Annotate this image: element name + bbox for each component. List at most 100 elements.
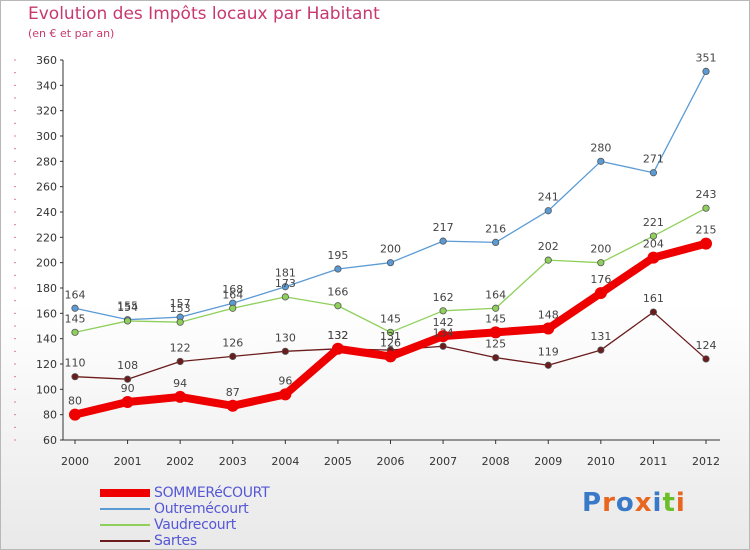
data-point-2 bbox=[439, 307, 447, 315]
data-label-2: 202 bbox=[538, 240, 559, 253]
x-tick-label: 2005 bbox=[324, 455, 352, 468]
data-point-0 bbox=[542, 322, 555, 335]
data-label-0: 94 bbox=[173, 377, 187, 390]
logo-letter: x bbox=[634, 488, 653, 518]
legend-item-sartes: Sartes bbox=[100, 533, 269, 549]
data-point-2 bbox=[281, 293, 289, 301]
data-point-2 bbox=[702, 204, 710, 212]
data-label-2: 153 bbox=[170, 302, 191, 315]
data-label-0: 142 bbox=[433, 316, 454, 329]
data-label-1: 195 bbox=[327, 249, 348, 262]
x-tick-label: 2011 bbox=[639, 455, 667, 468]
y-tick-label: 240 bbox=[36, 206, 57, 219]
y-tick-label: 360 bbox=[36, 54, 57, 67]
legend-item-outremecourt: Outremécourt bbox=[100, 501, 269, 517]
y-tick-label: 300 bbox=[36, 130, 57, 143]
x-tick-label: 2001 bbox=[114, 455, 142, 468]
data-label-0: 132 bbox=[327, 329, 348, 342]
legend-label-outremecourt: Outremécourt bbox=[154, 501, 249, 517]
y-tick-label: 260 bbox=[36, 181, 57, 194]
data-label-1: 168 bbox=[222, 283, 243, 296]
data-label-1: 351 bbox=[696, 51, 717, 64]
data-point-0 bbox=[700, 237, 712, 250]
legend-item-vaudrecourt: Vaudrecourt bbox=[100, 517, 269, 533]
y-tick-label: 220 bbox=[36, 231, 57, 244]
data-label-0: 87 bbox=[226, 386, 240, 399]
data-label-2: 164 bbox=[222, 288, 243, 301]
data-label-3: 161 bbox=[643, 292, 664, 305]
data-label-2: 166 bbox=[327, 286, 348, 299]
data-label-3: 131 bbox=[590, 330, 611, 343]
data-point-2 bbox=[649, 232, 658, 240]
y-tick-label: 200 bbox=[36, 257, 57, 270]
data-point-3 bbox=[229, 352, 237, 360]
data-label-2: 200 bbox=[590, 243, 611, 256]
data-label-3: 125 bbox=[485, 338, 506, 351]
logo-letter: i bbox=[652, 488, 663, 518]
data-label-2: 221 bbox=[643, 216, 664, 229]
data-label-0: 204 bbox=[643, 238, 664, 251]
data-label-1: 271 bbox=[643, 153, 664, 166]
y-tick-label: 120 bbox=[36, 358, 57, 371]
chart-subtitle: (en € et par an) bbox=[28, 27, 115, 40]
data-point-1 bbox=[702, 67, 710, 76]
data-label-3: 110 bbox=[65, 357, 86, 370]
logo-letter: t bbox=[662, 488, 676, 518]
data-point-0 bbox=[647, 251, 660, 264]
y-tick-label: 320 bbox=[36, 105, 57, 118]
legend-label-vaudrecourt: Vaudrecourt bbox=[154, 517, 236, 533]
data-label-1: 155 bbox=[117, 300, 138, 313]
data-point-0 bbox=[594, 287, 607, 300]
data-point-1 bbox=[597, 157, 605, 165]
data-label-1: 217 bbox=[433, 221, 454, 234]
data-point-1 bbox=[439, 237, 447, 245]
data-point-0 bbox=[437, 330, 450, 343]
x-tick-label: 2009 bbox=[534, 455, 562, 468]
logo-letter: i bbox=[675, 488, 686, 518]
data-label-3: 119 bbox=[538, 345, 559, 358]
legend: SOMMERéCOURT Outremécourt Vaudrecourt Sa… bbox=[100, 485, 270, 549]
y-tick-label: 80 bbox=[43, 409, 57, 422]
data-point-1 bbox=[649, 169, 658, 177]
data-label-2: 173 bbox=[275, 277, 296, 290]
y-tick-label: 100 bbox=[36, 383, 57, 396]
data-point-3 bbox=[123, 375, 132, 383]
data-label-3: 126 bbox=[222, 336, 243, 349]
x-tick-label: 2004 bbox=[271, 455, 299, 468]
data-point-2 bbox=[176, 318, 184, 326]
data-point-2 bbox=[492, 304, 500, 312]
x-tick-label: 2003 bbox=[219, 455, 247, 468]
y-tick-label: 140 bbox=[36, 333, 57, 346]
data-label-2: 162 bbox=[433, 291, 454, 304]
data-point-3 bbox=[439, 342, 447, 350]
chart-title: Evolution des Impôts locaux par Habitant bbox=[28, 4, 380, 24]
data-point-0 bbox=[174, 390, 187, 403]
x-tick-label: 2012 bbox=[692, 455, 720, 468]
data-label-0: 215 bbox=[696, 224, 717, 237]
data-label-2: 145 bbox=[65, 312, 86, 325]
data-point-0 bbox=[331, 342, 344, 355]
legend-label-sartes: Sartes bbox=[154, 533, 197, 549]
x-tick-label: 2002 bbox=[166, 455, 194, 468]
data-label-2: 164 bbox=[485, 288, 506, 301]
data-label-0: 148 bbox=[538, 309, 559, 322]
data-point-1 bbox=[71, 304, 79, 312]
data-point-1 bbox=[492, 238, 500, 246]
data-point-3 bbox=[492, 354, 500, 362]
data-label-2: 154 bbox=[117, 301, 138, 314]
data-point-0 bbox=[489, 326, 502, 339]
data-point-1 bbox=[544, 207, 552, 215]
x-tick-label: 2006 bbox=[377, 455, 405, 468]
data-point-3 bbox=[544, 361, 552, 369]
data-point-3 bbox=[281, 347, 289, 355]
data-label-1: 164 bbox=[65, 288, 86, 301]
data-label-1: 157 bbox=[170, 297, 191, 310]
data-label-0: 145 bbox=[485, 312, 506, 325]
data-label-2: 145 bbox=[380, 312, 401, 325]
logo-letter: r bbox=[602, 488, 616, 518]
data-point-3 bbox=[176, 357, 184, 366]
data-label-3: 131 bbox=[380, 330, 401, 343]
data-label-0: 176 bbox=[590, 273, 611, 286]
data-point-3 bbox=[597, 346, 605, 354]
data-point-1 bbox=[281, 283, 289, 291]
